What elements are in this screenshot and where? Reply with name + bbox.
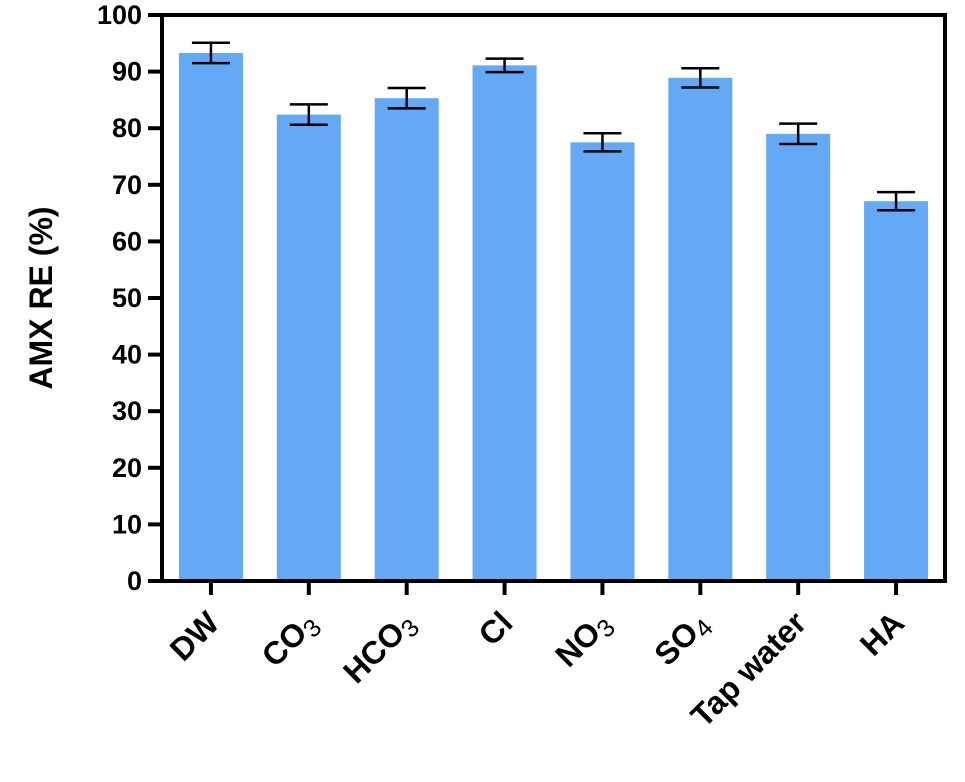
bar xyxy=(472,65,537,581)
bar xyxy=(374,98,439,582)
x-tick-label: HA xyxy=(853,604,911,662)
y-tick-label: 50 xyxy=(112,283,142,313)
y-axis-ticks: 0 10 20 30 40 50 60 70 80 90 100 xyxy=(97,0,162,596)
x-tick-label: DW xyxy=(163,604,227,668)
y-tick-label: 90 xyxy=(112,57,142,87)
bar xyxy=(570,142,635,581)
y-tick-label: 0 xyxy=(127,566,142,596)
y-tick-label: 30 xyxy=(112,396,142,426)
error-bars xyxy=(191,41,916,212)
x-tick-label: SO4 xyxy=(647,604,719,676)
x-tick-label: CO3 xyxy=(255,604,328,677)
bars xyxy=(178,52,929,582)
y-tick-label: 100 xyxy=(97,0,142,30)
y-tick-label: 20 xyxy=(112,453,142,483)
y-tick-label: 40 xyxy=(112,340,142,370)
x-tick-label: NO3 xyxy=(548,604,621,677)
bar xyxy=(668,77,733,582)
bar xyxy=(864,201,929,582)
y-tick-label: 10 xyxy=(112,509,142,539)
bar xyxy=(178,52,243,582)
y-tick-label: 80 xyxy=(112,113,142,143)
x-tick-label: HCO3 xyxy=(336,604,425,693)
x-tick-label: Cl xyxy=(471,604,519,652)
bar xyxy=(276,114,341,581)
bar xyxy=(766,133,831,582)
y-tick-label: 60 xyxy=(112,226,142,256)
y-tick-label: 70 xyxy=(112,170,142,200)
y-axis-title: AMX RE (%) xyxy=(23,206,59,389)
